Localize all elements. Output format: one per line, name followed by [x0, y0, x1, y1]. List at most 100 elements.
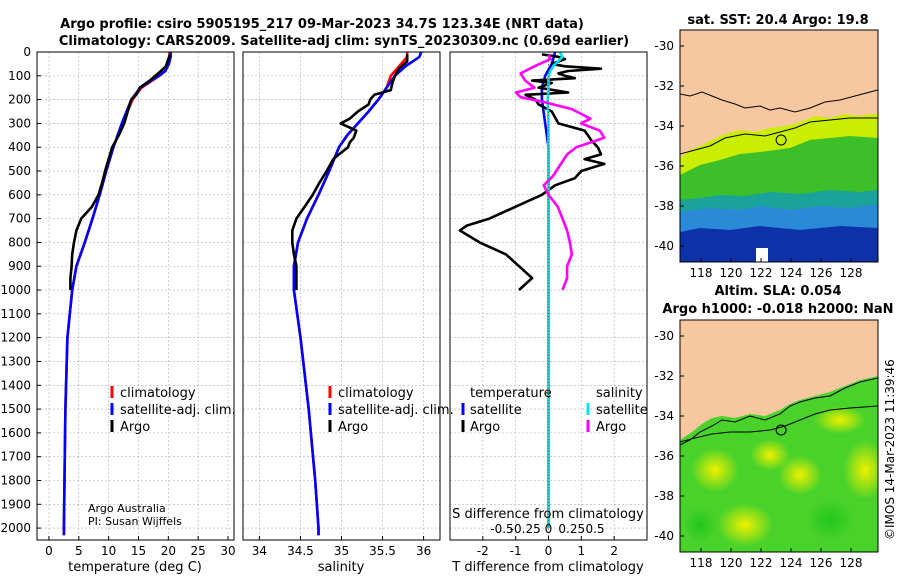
salinity-xlabel: salinity [318, 560, 365, 575]
y-tick-label: 1200 [0, 331, 31, 345]
map-x-tick-label: 122 [750, 266, 773, 280]
sla-high-anomaly [778, 455, 822, 495]
x-tick-label: 1 [578, 544, 586, 558]
salinity-lines [290, 52, 423, 536]
map-x-tick-label: 120 [720, 556, 743, 570]
sla-low-anomaly [806, 500, 854, 540]
series-line-climatology [62, 52, 171, 536]
salinity-diff-xlabel: S difference from climatology [452, 507, 644, 522]
y-tick-label: 300 [8, 116, 31, 130]
difference-lines [458, 52, 606, 540]
series-line-argo [290, 54, 409, 290]
temperature-xticks: 0 5 10 15 20 25 30 [45, 536, 236, 558]
x-tick-label: 25 [191, 544, 206, 558]
temperature-xlabel: temperature (deg C) [68, 560, 202, 575]
y-tick-label: 1400 [0, 378, 31, 392]
timestamp-stamp: ©IMOS 14-Mar-2023 11:39:46 [883, 359, 897, 540]
map-y-tick-label: -38 [654, 199, 674, 213]
y-tick-label: 1900 [0, 497, 31, 511]
sst-map-image [680, 30, 878, 262]
difference-panel: -2 -1 0 1 2 -0.5-0.25 0 0.25 0.5 S difference f… [449, 51, 648, 575]
figure-title-line1: Argo profile: csiro 5905195_217 09-Mar-2… [60, 17, 584, 32]
x-tick-label: -1 [510, 544, 522, 558]
y-tick-label: 2000 [0, 521, 31, 535]
salinity-xticks: 34 34.5 35 35.5 36 [252, 536, 431, 558]
y-tick-label: 900 [8, 259, 31, 273]
y-tick-label: 1700 [0, 450, 31, 464]
y-tick-label: 400 [8, 140, 31, 154]
series-line-salinity-argo [514, 53, 606, 291]
sst-deep-blue-zone [680, 226, 878, 262]
map-x-tick-label: 122 [750, 556, 773, 570]
y-tick-label: 1800 [0, 473, 31, 487]
series-line-satellite-adj-clim- [292, 52, 423, 536]
sla-high-anomaly [717, 503, 773, 547]
sst-map-xticks: 118 120 122 124 126 128 [690, 258, 862, 280]
argo-float-marker [775, 134, 787, 146]
legend-label-temp-satellite: satellite [470, 403, 522, 418]
map-y-tick-label: -36 [654, 159, 674, 173]
sla-high-anomaly [691, 448, 739, 492]
legend-label-argo: Argo [120, 420, 150, 435]
x-tick-label: 35 [334, 544, 349, 558]
x-tick-label: 10 [101, 544, 116, 558]
x-tick-label: 0 [45, 544, 53, 558]
map-x-tick-label: 128 [840, 556, 863, 570]
x-tick-label: 20 [161, 544, 176, 558]
sst-missing-data [756, 248, 768, 262]
sla-map-xticks: 118 120 122 124 126 128 [690, 548, 863, 570]
legend-label-sal-satellite: satellite [596, 403, 648, 418]
y-tick-label: 1300 [0, 354, 31, 368]
x2-tick-label: -0.5 [490, 522, 513, 536]
map-x-tick-label: 126 [810, 266, 833, 280]
coastline [680, 377, 878, 446]
map-x-tick-label: 124 [780, 266, 803, 280]
x-tick-label: 0 [545, 544, 553, 558]
sst-map-box [679, 29, 879, 263]
x-tick-label: 35.5 [369, 544, 396, 558]
sla-map-box [679, 319, 879, 553]
x-tick-label: 34 [252, 544, 267, 558]
map-y-tick-label: -40 [654, 239, 674, 253]
y-tick-label: 1000 [0, 283, 31, 297]
map-x-tick-label: 126 [810, 556, 833, 570]
coastline [680, 89, 878, 113]
map-y-tick-label: -30 [654, 39, 674, 53]
legend-label-temp-argo: Argo [470, 420, 500, 435]
temperature-lines [62, 52, 172, 536]
y-tick-label: 0 [23, 45, 31, 59]
depth-ticks: 0 100 200 300 400 500 600 700 800 900 1000 1100 1200… [0, 45, 41, 535]
x-tick-label: 15 [131, 544, 146, 558]
x-tick-label: -2 [477, 544, 489, 558]
y-tick-label: 500 [8, 164, 31, 178]
y-tick-label: 1600 [0, 426, 31, 440]
difference-xlabel: T difference from climatology [451, 560, 644, 575]
legend-label-argo: Argo [338, 420, 368, 435]
map-x-tick-label: 124 [780, 556, 803, 570]
sla-high-anomaly [750, 439, 790, 471]
x2-tick-label: 0 [545, 522, 553, 536]
temperature-grid [37, 51, 234, 540]
salinity-diff-xticks: -0.5-0.25 0 0.25 0.5 [490, 522, 604, 536]
y-tick-label: 1500 [0, 402, 31, 416]
y-tick-label: 100 [8, 69, 31, 83]
sst-map-title: sat. SST: 20.4 Argo: 19.8 [687, 13, 868, 28]
argo-float-marker [775, 424, 787, 436]
credit-line1: Argo Australia [88, 502, 166, 515]
legend-label-climatology: climatology [338, 386, 414, 401]
series-line-salinity-satellite [546, 52, 564, 529]
map-y-tick-label: -34 [654, 119, 674, 133]
figure-title-line2: Climatology: CARS2009. Satellite-adj cli… [59, 34, 629, 49]
temperature-axes-box [36, 51, 235, 541]
x2-tick-label: 0.25 [558, 522, 585, 536]
difference-legend: temperature salinity satellite Argo sate… [461, 386, 648, 435]
x-tick-label: 30 [220, 544, 235, 558]
legend-header-temperature: temperature [470, 386, 552, 401]
sla-map-yticks: -30 -32 -34 -36 -38 -40 [654, 329, 684, 543]
credit-line2: PI: Susan Wijffels [88, 515, 182, 528]
legend-label-satellite: satellite-adj. clim. [120, 403, 236, 418]
temperature-legend: climatology satellite-adj. clim. Argo [110, 386, 236, 435]
legend-header-salinity: salinity [596, 386, 643, 401]
y-tick-label: 800 [8, 235, 31, 249]
